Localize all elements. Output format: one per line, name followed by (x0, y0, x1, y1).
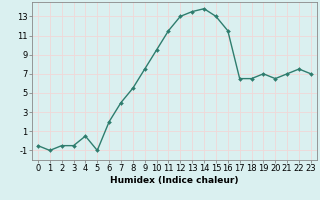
X-axis label: Humidex (Indice chaleur): Humidex (Indice chaleur) (110, 176, 239, 185)
